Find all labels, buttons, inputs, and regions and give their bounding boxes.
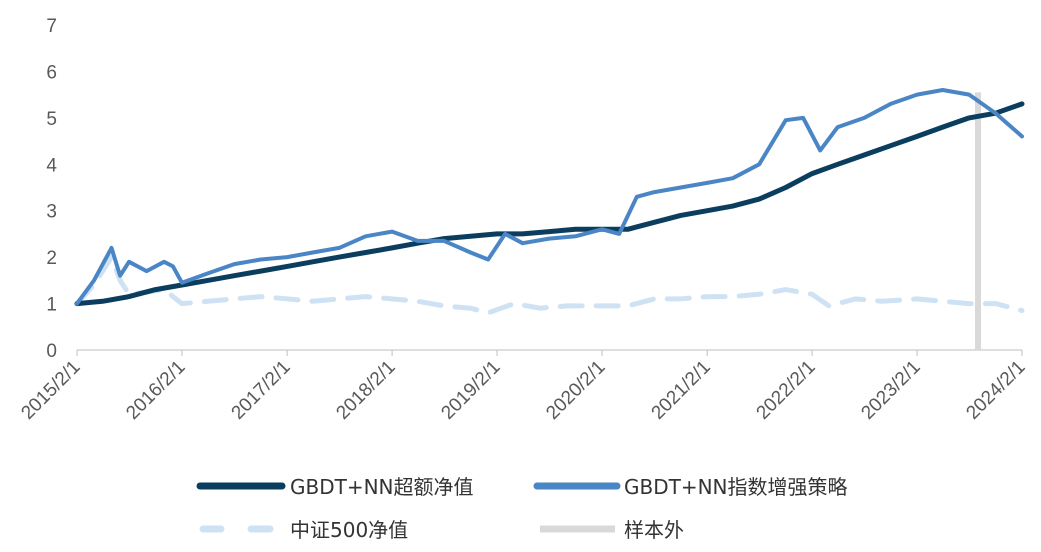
legend-label-csi500: 中证500净值 [290, 518, 408, 542]
y-tick-label: 6 [46, 62, 57, 83]
x-tick-label: 2018/2/1 [332, 357, 399, 424]
y-axis: 0 1 2 3 4 5 6 7 [46, 16, 57, 362]
x-tick-label: 2023/2/1 [857, 357, 924, 424]
x-tick-label: 2019/2/1 [437, 357, 504, 424]
series-line-strategy [75, 88, 1024, 306]
legend-item-csi500: 中证500净值 [199, 518, 408, 542]
series-layer [74, 88, 1025, 316]
out-of-sample-band [975, 92, 982, 351]
out-of-sample-marker [975, 92, 982, 351]
x-tick-label: 2024/2/1 [962, 357, 1029, 424]
x-tick-label: 2021/2/1 [648, 357, 715, 424]
series-line-csi500 [74, 254, 1025, 316]
legend-item-out-of-sample: 样本外 [540, 518, 684, 542]
y-tick-label: 7 [46, 16, 57, 37]
y-tick-label: 3 [46, 202, 57, 223]
legend-label-strategy: GBDT+NN指数增强策略 [624, 475, 848, 499]
y-tick-label: 2 [46, 248, 57, 269]
legend-label-out-of-sample: 样本外 [624, 518, 684, 542]
x-tick-label: 2022/2/1 [753, 357, 820, 424]
x-axis: 2015/2/1 2016/2/1 2017/2/1 2018/2/1 2019/2/1… [17, 349, 1030, 424]
y-tick-label: 0 [46, 341, 57, 362]
legend-item-strategy: GBDT+NN指数增强策略 [533, 475, 848, 499]
x-tick-label: 2020/2/1 [542, 357, 609, 424]
x-tick-label: 2017/2/1 [228, 357, 295, 424]
x-tick-label: 2016/2/1 [122, 357, 189, 424]
legend: GBDT+NN超额净值 GBDT+NN指数增强策略 中证500净值 样本外 [196, 475, 848, 542]
legend-item-excess: GBDT+NN超额净值 [196, 475, 474, 499]
y-tick-label: 5 [46, 109, 57, 130]
y-tick-label: 1 [46, 295, 57, 316]
x-tick-label: 2015/2/1 [17, 357, 84, 424]
series-line-excess [74, 101, 1025, 307]
y-tick-label: 4 [46, 155, 57, 176]
legend-label-excess: GBDT+NN超额净值 [290, 475, 474, 499]
